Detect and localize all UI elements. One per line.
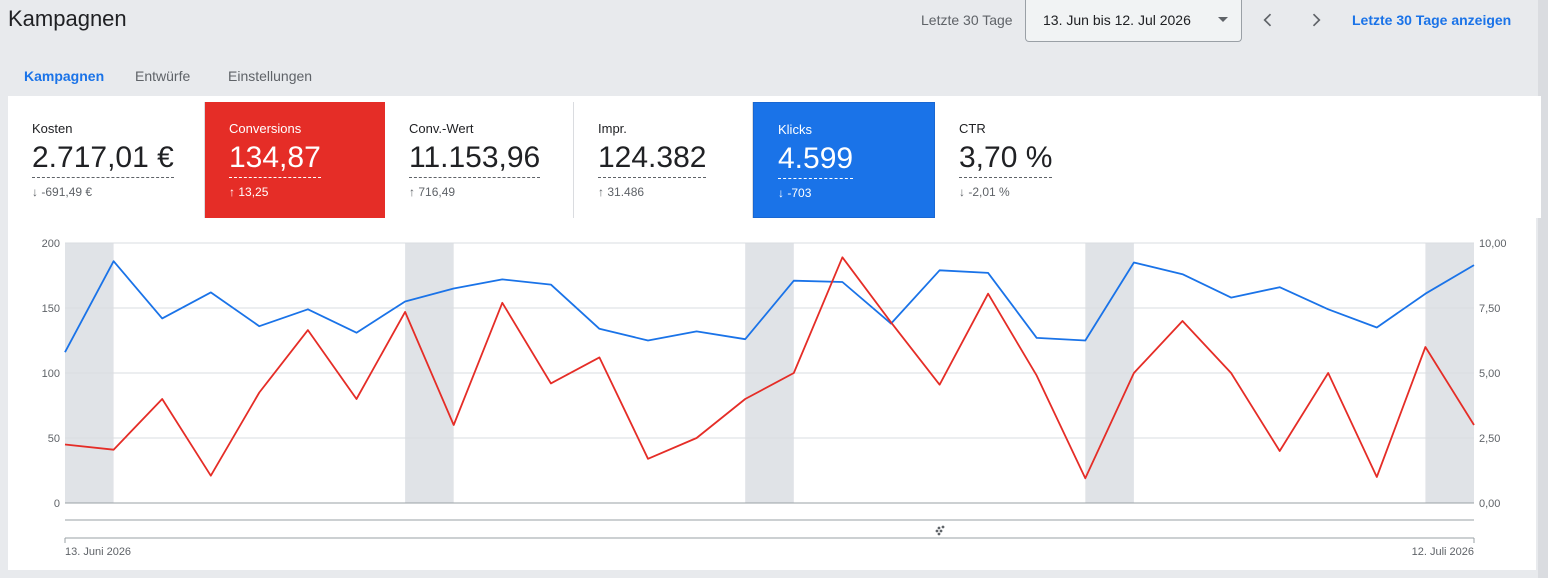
metric-label: Impr. (598, 121, 627, 136)
left-axis-tick-label: 0 (54, 498, 60, 510)
metric-value: 4.599 (778, 140, 854, 179)
right-axis-ticks: 0,00 2,50 5,00 7,50 10,00 (1479, 238, 1507, 510)
left-axis-tick-label: 100 (42, 368, 60, 380)
series-lines (64, 256, 1475, 480)
conversions-series-line (64, 256, 1475, 480)
metric-change: ↑ 31.486 (598, 185, 645, 199)
metric-value: 3,70 % (959, 139, 1053, 178)
metric-change: ↓ -703 (778, 186, 812, 200)
date-range-label: Letzte 30 Tage (921, 12, 1013, 28)
scorecard-spacer (1105, 96, 1541, 218)
scrollbar[interactable] (1538, 0, 1548, 578)
metric-value: 134,87 (229, 139, 321, 178)
metric-change: ↑ 13,25 (229, 185, 269, 199)
x-axis-end-label: 12. Juli 2026 (1412, 546, 1474, 558)
metric-card-impr[interactable]: Impr. 124.382 ↑ 31.486 (574, 102, 753, 218)
arrow-down-icon: ↓ (959, 185, 965, 199)
left-axis-tick-label: 150 (42, 303, 60, 315)
left-axis-ticks: 0 50 100 150 200 (42, 238, 60, 510)
next-period-button[interactable] (1304, 8, 1328, 32)
metric-card-kosten[interactable]: Kosten 2.717,01 € ↓ -691,49 € (8, 102, 205, 218)
metric-value: 2.717,01 € (32, 139, 174, 178)
gridlines (65, 242, 1474, 504)
arrow-down-icon: ↓ (778, 186, 784, 200)
date-range-value: 13. Jun bis 12. Jul 2026 (1043, 12, 1191, 28)
metric-card-conv-wert[interactable]: Conv.-Wert 11.153,96 ↑ 716,49 (385, 102, 574, 218)
range-slider[interactable] (64, 519, 1475, 543)
arrow-up-icon: ↑ (229, 185, 235, 199)
metric-change: ↓ -691,49 € (32, 185, 93, 199)
arrow-up-icon: ↑ (409, 185, 415, 199)
page-title: Kampagnen (8, 6, 127, 31)
metric-change: ↓ -2,01 % (959, 185, 1010, 199)
metric-label: Conv.-Wert (409, 121, 474, 136)
metric-label: Kosten (32, 121, 73, 136)
right-axis-tick-label: 7,50 (1479, 303, 1500, 315)
chevron-right-icon (1312, 13, 1321, 27)
right-axis-tick-label: 2,50 (1479, 433, 1500, 445)
tab-einstellungen[interactable]: Einstellungen (228, 68, 313, 84)
chevron-left-icon (1263, 13, 1272, 27)
metric-label: Conversions (229, 121, 302, 136)
metric-label: CTR (959, 121, 986, 136)
show-last-30-days-link[interactable]: Letzte 30 Tage anzeigen (1352, 12, 1512, 28)
previous-period-button[interactable] (1256, 8, 1280, 32)
right-axis-tick-label: 0,00 (1479, 498, 1500, 510)
metric-value: 11.153,96 (409, 139, 541, 178)
caret-down-icon (1218, 17, 1228, 22)
x-axis-start-label: 13. Juni 2026 (65, 546, 131, 558)
metric-value: 124.382 (598, 139, 707, 178)
left-axis-tick-label: 50 (48, 433, 60, 445)
tab-entwuerfe[interactable]: Entwürfe (135, 68, 191, 84)
metric-card-klicks[interactable]: Klicks 4.599 ↓ -703 (753, 102, 935, 218)
arrow-up-icon: ↑ (598, 185, 604, 199)
metric-change: ↑ 716,49 (409, 185, 456, 199)
metric-card-conversions[interactable]: Conversions 134,87 ↑ 13,25 (205, 102, 385, 218)
metric-label: Klicks (778, 122, 812, 137)
arrow-down-icon: ↓ (32, 185, 38, 199)
metric-card-ctr[interactable]: CTR 3,70 % ↓ -2,01 % (935, 102, 1105, 218)
tab-kampagnen[interactable]: Kampagnen (24, 68, 105, 84)
date-range-select[interactable]: 13. Jun bis 12. Jul 2026 (1025, 0, 1242, 42)
top-bar (0, 0, 1538, 96)
drag-handle-icon[interactable] (935, 525, 945, 536)
clicks-series-line (64, 260, 1475, 353)
left-axis-tick-label: 200 (42, 238, 60, 250)
right-axis-tick-label: 10,00 (1479, 238, 1507, 250)
right-axis-tick-label: 5,00 (1479, 368, 1500, 380)
